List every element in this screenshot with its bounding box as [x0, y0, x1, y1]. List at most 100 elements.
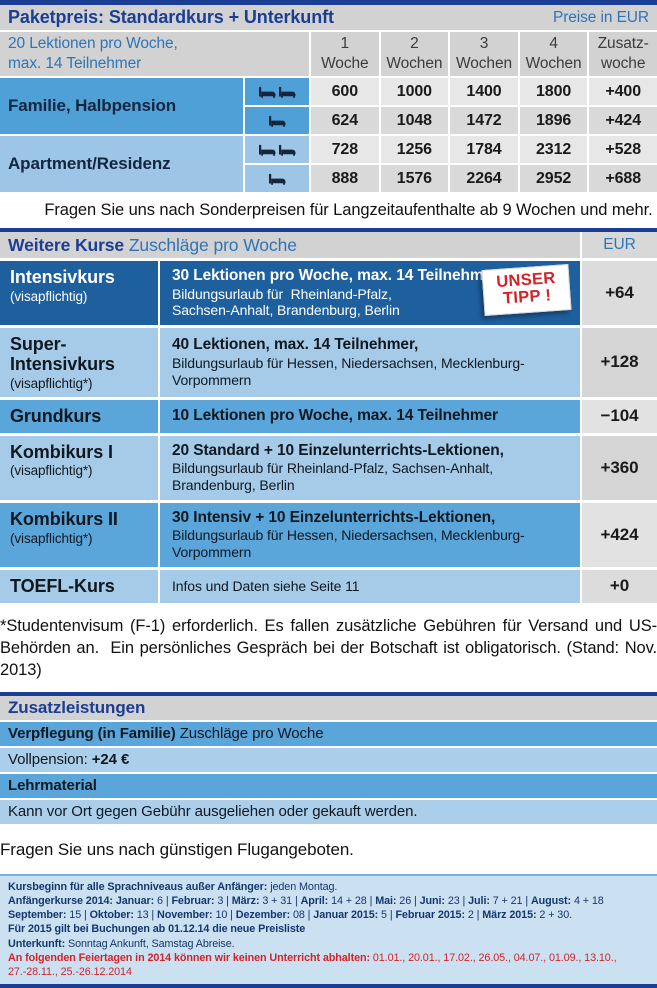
price-cell: 1784 — [450, 136, 518, 163]
course-price: +64 — [582, 261, 657, 326]
course-desc-line: Infos und Daten siehe Seite 11 — [172, 577, 360, 594]
flights-note: Fragen Sie uns nach günstigen Flugangebo… — [0, 839, 354, 859]
course-desc-line: Brandenburg, Berlin — [172, 476, 295, 493]
unser-tipp-badge: UNSER TIPP ! — [481, 264, 572, 316]
course-desc-line: Bildungsurlaub für Rheinland-Pfalz, — [172, 285, 392, 302]
price-cell: 888 — [311, 165, 379, 192]
course-name: TOEFL-Kurs — [10, 575, 115, 596]
course-row-intensivkurs: Intensivkurs (visapflichtig) 30 Lektionen… — [0, 261, 657, 326]
course-name: Grundkurs — [10, 405, 102, 426]
column-header-week1: 1 Woche — [311, 32, 379, 76]
student-visa-footnote: *Studentenvisum (F-1) erforderlich. Es f… — [0, 616, 657, 680]
course-desc-bold: 30 Intensiv + 10 Einzelunterrichts-Lekti… — [172, 508, 496, 526]
course-name: Intensivkurs — [10, 267, 115, 287]
course-price: −104 — [582, 399, 657, 433]
package-section-header: Paketpreis: Standardkurs + Unterkunft Pr… — [0, 0, 657, 30]
extras-section: Zusatzleistungen Verpflegung (in Familie… — [0, 691, 657, 824]
occupancy-double-cell — [245, 78, 309, 105]
price-cell: 1576 — [380, 165, 449, 192]
course-desc-bold: 30 Lektionen pro Woche, max. 14 Teilnehm… — [172, 267, 502, 284]
currency-note: Preise in EUR — [552, 8, 649, 26]
course-desc-line: Sachsen-Anhalt, Brandenburg, Berlin — [172, 302, 400, 319]
course-dates-footer: Kursbeginn für alle Sprachniveaus außer … — [0, 873, 657, 988]
visa-note: (visapflichtig*) — [10, 375, 93, 391]
beginner-dates-2014-line: Anfängerkurse 2014: Januar: 6 | Februar:… — [8, 894, 604, 907]
price-cell: 1048 — [380, 107, 449, 134]
extras-section-header: Zusatzleistungen — [0, 691, 657, 720]
beginner-dates-2014b-line: September: 15 | Oktober: 13 | November: … — [8, 909, 573, 922]
longstay-note: Fragen Sie uns nach Sonderpreisen für La… — [44, 201, 653, 219]
pricelist-2015-line: Für 2015 gilt bei Buchungen ab 01.12.14 … — [8, 923, 306, 936]
package-price-section: Paketpreis: Standardkurs + Unterkunft Pr… — [0, 0, 657, 192]
materials-note-bar: Kann vor Ort gegen Gebühr ausgeliehen od… — [0, 799, 657, 824]
course-row-grundkurs: Grundkurs 10 Lektionen pro Woche, max. 1… — [0, 399, 657, 433]
price-cell: 728 — [311, 136, 379, 163]
course-desc-bold: 10 Lektionen pro Woche, max. 14 Teilnehm… — [172, 406, 498, 424]
price-cell: 2264 — [450, 165, 518, 192]
occupancy-single-cell — [245, 107, 309, 134]
bed-icon — [278, 86, 295, 98]
price-cell: 1800 — [519, 78, 588, 105]
course-desc-bold: 20 Standard + 10 Einzelunterrichts-Lekti… — [172, 441, 504, 459]
price-cell: 1400 — [450, 78, 518, 105]
extras-section-title: Zusatzleistungen — [8, 697, 146, 717]
price-cell: 2312 — [519, 136, 588, 163]
course-desc-bold: 40 Lektionen, max. 14 Teilnehmer, — [172, 336, 419, 354]
course-start-line: Kursbeginn für alle Sprachniveaus außer … — [8, 880, 338, 893]
occupancy-single-cell — [245, 165, 309, 192]
package-table-lessons-header: 20 Lektionen pro Woche, max. 14 Teilnehme… — [0, 32, 309, 76]
lessons-header-line2: max. 14 Teilnehmer — [8, 55, 142, 72]
eur-column-header: EUR — [582, 232, 657, 258]
course-name: Kombikurs I — [10, 441, 113, 462]
lessons-header-line1: 20 Lektionen pro Woche, — [8, 34, 178, 52]
course-row-kombikurs-1: Kombikurs I (visapflichtig*) 20 Standard … — [0, 435, 657, 500]
column-header-week4: 4 Wochen — [519, 32, 588, 76]
materials-bar: Lehrmaterial — [0, 773, 657, 798]
courses-section-title: Weitere Kurse Zuschläge pro Woche — [0, 232, 580, 258]
course-price: +128 — [582, 328, 657, 397]
course-desc-line: Bildungsurlaub für Hessen, Niedersachsen… — [172, 527, 525, 561]
courses-section: Weitere Kurse Zuschläge pro Woche EUR In… — [0, 228, 657, 603]
column-header-extra-week: Zusatz-woche — [589, 32, 657, 76]
row-label-apartment-residenz: Apartment/Residenz — [0, 136, 243, 192]
price-cell: 1256 — [380, 136, 449, 163]
bed-icon — [268, 115, 285, 127]
courses-rows: Intensivkurs (visapflichtig) 30 Lektionen… — [0, 261, 657, 603]
accommodation-line: Unterkunft: Sonntag Ankunft, Samstag Abr… — [8, 937, 235, 950]
price-cell: 624 — [311, 107, 379, 134]
price-cell: 1896 — [519, 107, 588, 134]
course-name: Super-Intensivkurs — [10, 334, 115, 374]
price-cell: 2952 — [519, 165, 588, 192]
price-cell: +688 — [589, 165, 657, 192]
package-price-grid: 20 Lektionen pro Woche, max. 14 Teilnehme… — [0, 32, 657, 192]
holidays-line: An folgenden Feiertagen in 2014 können w… — [8, 951, 620, 979]
package-section-title: Paketpreis: Standardkurs + Unterkunft — [8, 7, 334, 27]
bed-icon — [268, 173, 285, 185]
course-desc-line: Bildungsurlaub für Rheinland-Pfalz, Sach… — [172, 460, 493, 477]
price-cell: 600 — [311, 78, 379, 105]
course-price: +360 — [582, 435, 657, 500]
column-header-week3: 3 Wochen — [450, 32, 518, 76]
course-row-kombikurs-2: Kombikurs II (visapflichtig*) 30 Intensiv… — [0, 502, 657, 567]
course-desc-line: Bildungsurlaub für Hessen, Niedersachsen… — [172, 354, 525, 388]
course-price: +424 — [582, 502, 657, 567]
bed-icon — [278, 144, 295, 156]
bed-icon — [258, 86, 275, 98]
visa-note: (visapflichtig*) — [10, 463, 93, 479]
course-name: Kombikurs II — [10, 508, 118, 529]
occupancy-double-cell — [245, 136, 309, 163]
row-label-familie-halbpension: Familie, Halbpension — [0, 78, 243, 134]
visa-note: (visapflichtig*) — [10, 530, 93, 546]
price-cell: +528 — [589, 136, 657, 163]
price-cell: +424 — [589, 107, 657, 134]
bed-icon — [258, 144, 275, 156]
course-row-super-intensivkurs: Super-Intensivkurs (visapflichtig*) 40 Le… — [0, 328, 657, 397]
course-price: +0 — [582, 569, 657, 603]
price-cell: +400 — [589, 78, 657, 105]
price-cell: 1472 — [450, 107, 518, 134]
price-cell: 1000 — [380, 78, 449, 105]
course-row-toefl: TOEFL-Kurs Infos und Daten siehe Seite 1… — [0, 569, 657, 603]
column-header-week2: 2 Wochen — [380, 32, 449, 76]
meals-bar: Verpflegung (in Familie) Zuschläge pro W… — [0, 721, 657, 746]
